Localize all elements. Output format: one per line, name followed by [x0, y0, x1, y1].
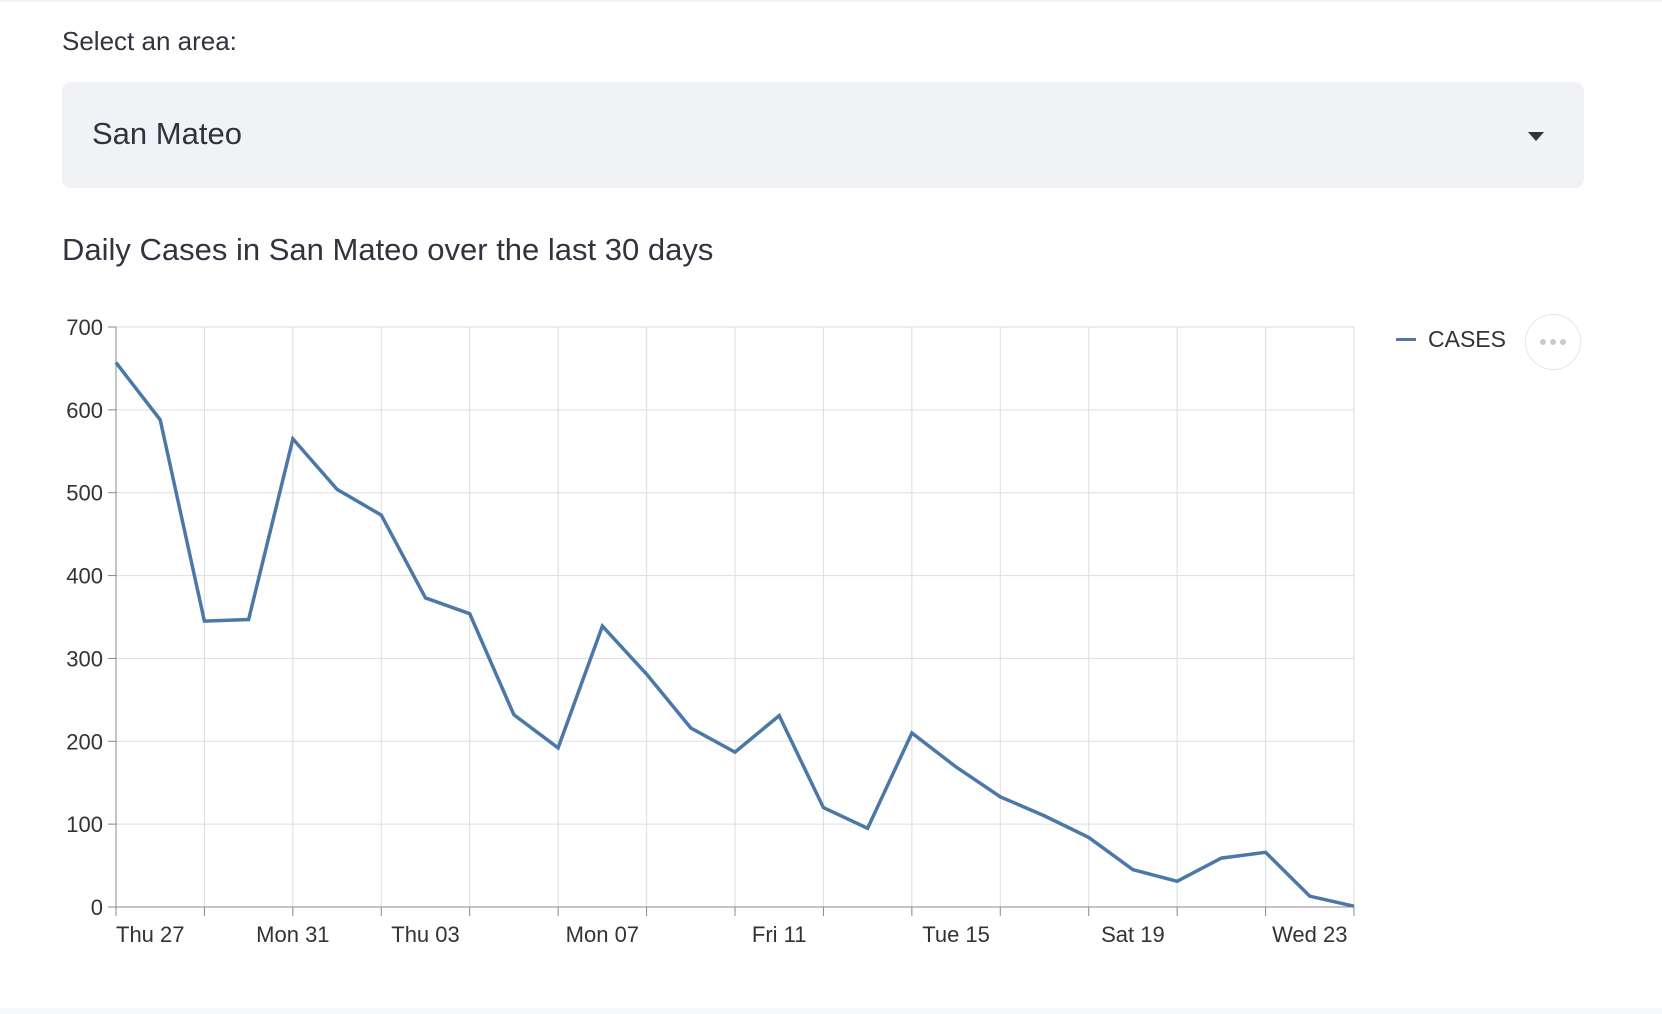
select-area-label: Select an area: — [62, 26, 237, 56]
x-tick-label: Thu 03 — [391, 922, 460, 947]
x-tick-label: Mon 07 — [566, 922, 639, 947]
area-select[interactable]: San Mateo — [62, 82, 1584, 188]
chart-menu-button[interactable] — [1525, 314, 1581, 370]
caret-down-icon — [1528, 132, 1544, 141]
more-horizontal-icon — [1540, 339, 1546, 345]
y-tick-label: 100 — [66, 812, 103, 837]
chart-title: Daily Cases in San Mateo over the last 3… — [62, 232, 714, 267]
x-tick-label: Sat 19 — [1101, 922, 1165, 947]
x-tick-label: Thu 27 — [116, 922, 185, 947]
y-tick-label: 500 — [66, 481, 103, 506]
chart-legend: CASES — [1396, 324, 1506, 354]
y-tick-label: 200 — [66, 729, 103, 754]
area-select-value: San Mateo — [92, 116, 242, 151]
y-tick-label: 400 — [66, 564, 103, 589]
top-divider — [0, 0, 1662, 2]
x-tick-label: Fri 11 — [752, 922, 807, 947]
x-tick-label: Mon 31 — [256, 922, 329, 947]
legend-label-cases: CASES — [1428, 325, 1506, 352]
y-tick-label: 0 — [91, 895, 103, 920]
more-horizontal-icon-dot — [1550, 339, 1556, 345]
y-tick-label: 700 — [66, 315, 103, 340]
series-line-cases — [114, 361, 1355, 908]
y-tick-label: 600 — [66, 398, 103, 423]
y-tick-label: 300 — [66, 646, 103, 671]
more-horizontal-icon-dot — [1560, 339, 1566, 345]
x-tick-label: Tue 15 — [922, 922, 990, 947]
x-tick-label: Wed 23 — [1272, 922, 1347, 947]
bottom-band — [0, 1008, 1662, 1014]
legend-swatch — [1396, 337, 1416, 341]
